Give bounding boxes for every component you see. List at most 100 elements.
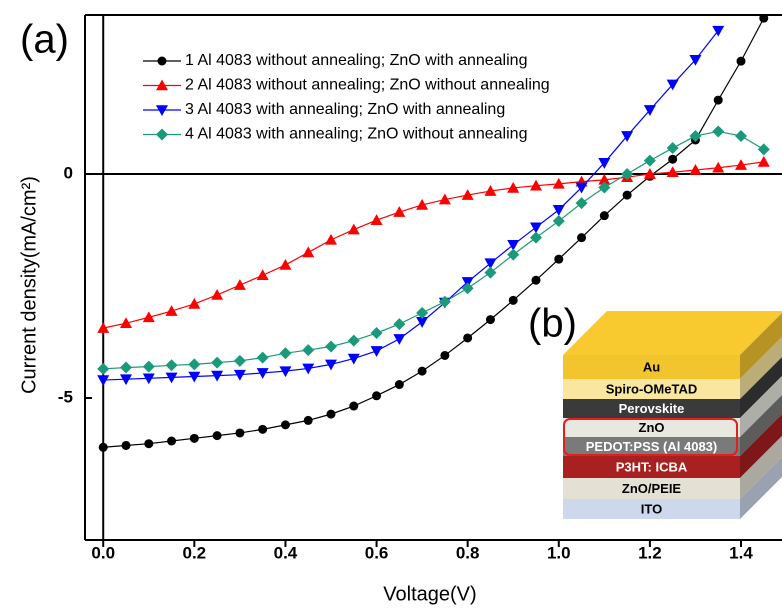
data-point [258, 424, 268, 434]
data-point [621, 168, 634, 181]
data-point [757, 143, 770, 156]
data-point [120, 374, 132, 386]
x-tick-label: 0.0 [91, 543, 115, 562]
data-point [643, 154, 656, 167]
data-point [233, 279, 246, 290]
data-point [394, 380, 404, 390]
data-point [393, 206, 406, 217]
data-point [233, 354, 246, 367]
legend-label: 2 Al 4083 without annealing; ZnO without… [185, 77, 550, 94]
legend-marker [157, 56, 167, 66]
data-point [417, 366, 427, 376]
data-point [689, 163, 702, 175]
y-axis-label: Current density(mA/cm²) [18, 176, 40, 394]
y-tick-label: 0 [64, 164, 73, 183]
inset-layer-label: P3HT: ICBA [616, 459, 688, 474]
data-point [598, 158, 611, 169]
data-point [279, 366, 292, 378]
data-point [370, 346, 383, 357]
inset-layer [563, 499, 740, 519]
data-point [165, 359, 178, 372]
data-point [347, 223, 360, 235]
data-point [189, 433, 199, 443]
data-point [507, 181, 520, 193]
data-point [485, 315, 495, 325]
data-point [142, 311, 155, 323]
data-point [530, 231, 542, 244]
inset-layer [563, 418, 740, 437]
data-point [759, 15, 769, 23]
panel-label: (a) [20, 18, 69, 62]
data-point [643, 168, 656, 179]
data-point [735, 159, 747, 170]
inset-layer-label: Au [643, 359, 660, 374]
inset-layer-label: ZnO [639, 420, 665, 435]
data-point [689, 54, 702, 66]
data-point [461, 282, 474, 295]
data-point [484, 258, 497, 270]
inset-layer-label: ZnO/PEIE [622, 481, 682, 496]
inset-side [740, 376, 782, 437]
data-point [554, 254, 564, 264]
inset-side [740, 337, 782, 399]
data-point [211, 356, 224, 369]
data-point [507, 239, 520, 251]
data-point [120, 317, 132, 328]
data-point [666, 79, 679, 91]
inset-side [740, 414, 782, 478]
y-tick-label: -5 [58, 387, 73, 406]
data-point [98, 442, 108, 452]
legend-label: 1 Al 4083 without annealing; ZnO with an… [185, 52, 527, 69]
data-point [211, 370, 224, 382]
data-point [212, 431, 222, 441]
inset-layer-label: Spiro-OMeTAD [606, 381, 697, 396]
data-point [326, 409, 336, 419]
data-point [325, 340, 337, 353]
legend-marker [156, 105, 168, 116]
data-point [621, 131, 634, 142]
data-point [757, 155, 770, 167]
legend-marker [156, 79, 168, 91]
data-point [484, 185, 497, 196]
data-point [211, 288, 224, 300]
data-point [393, 318, 406, 331]
inset-layer [563, 379, 740, 399]
series-line [103, 161, 764, 329]
data-point [188, 297, 201, 309]
data-point [438, 193, 451, 205]
data-point [279, 347, 292, 360]
data-point [302, 363, 315, 375]
data-point [279, 258, 292, 270]
data-point [666, 166, 679, 178]
data-point [484, 266, 497, 279]
data-point [508, 295, 518, 305]
inset-layer [563, 437, 740, 456]
data-point [256, 269, 269, 281]
x-tick-label: 0.4 [274, 543, 298, 562]
data-point [575, 197, 588, 210]
data-point [530, 222, 542, 234]
data-point [598, 181, 611, 194]
data-point [280, 420, 290, 430]
data-point [256, 368, 269, 379]
data-point [121, 440, 131, 450]
data-point [188, 371, 201, 383]
data-point [370, 327, 383, 340]
data-point [233, 369, 246, 381]
data-point [347, 334, 360, 347]
inset-layer [563, 355, 740, 379]
data-point [736, 56, 746, 66]
x-tick-label: 0.8 [456, 543, 480, 562]
data-point [552, 205, 565, 216]
data-point [120, 361, 132, 374]
inset-side [740, 436, 782, 499]
data-point [643, 105, 656, 116]
data-point [463, 333, 473, 343]
data-point [713, 95, 723, 105]
data-point [416, 317, 429, 328]
data-point [302, 246, 315, 258]
data-point [712, 25, 725, 37]
x-tick-label: 1.0 [547, 543, 571, 562]
x-tick-label: 0.6 [365, 543, 389, 562]
